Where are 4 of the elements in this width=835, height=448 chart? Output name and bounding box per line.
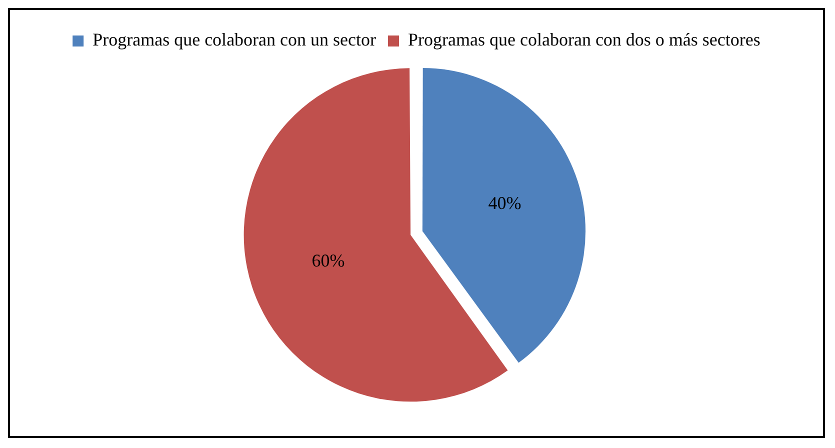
data-label: 40% [488,193,522,214]
data-label: 60% [312,250,345,270]
legend-label: Programas que colaboran con un sector [92,30,376,50]
legend-label: Programas que colaboran con dos o más sectores [408,30,760,50]
